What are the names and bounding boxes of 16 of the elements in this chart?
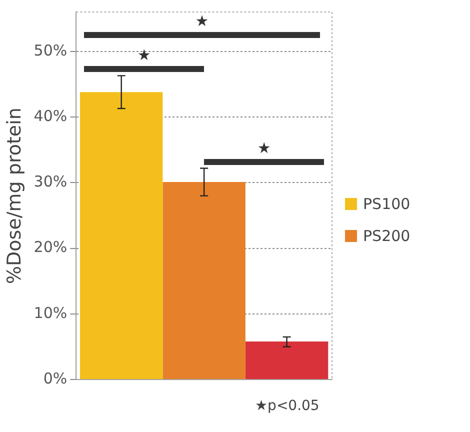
annotation: ★	[256, 138, 272, 157]
legend-label: PS100	[363, 195, 410, 213]
text: ★p<0.05	[255, 398, 320, 414]
y-tick-label: 20%	[34, 238, 68, 256]
y-tick-label: 30%	[34, 172, 68, 191]
y-axis-title: %Dose/mg protein	[3, 108, 26, 284]
y-tick-label: 0%	[43, 369, 68, 388]
legend-label: PS200	[363, 227, 410, 245]
y-tick-label: 50%	[34, 41, 68, 60]
annotation: ★	[136, 46, 152, 64]
y-tick-label: 10%	[34, 304, 68, 322]
bar	[245, 342, 328, 380]
annotation: ★	[194, 12, 210, 30]
bar	[162, 182, 246, 380]
bar	[80, 92, 163, 380]
y-tick-label: 40%	[34, 106, 68, 125]
